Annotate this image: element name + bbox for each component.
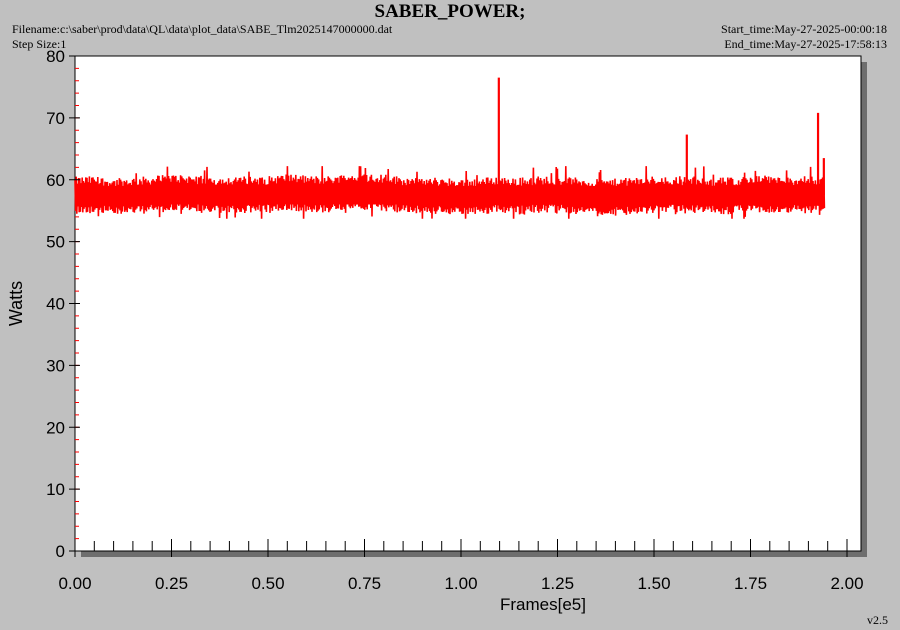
y-tick-label: 60: [46, 171, 65, 190]
start-time-label: Start_time:May-27-2025-00:00:18: [721, 22, 887, 36]
y-tick-label: 70: [46, 109, 65, 128]
series-layer: [74, 77, 826, 219]
y-tick-label: 50: [46, 233, 65, 252]
x-tick-label: 1.50: [637, 574, 670, 593]
x-tick-label: 0.50: [251, 574, 284, 593]
x-tick-label: 1.75: [734, 574, 767, 593]
version-label: v2.5: [867, 613, 888, 627]
y-tick-label: 10: [46, 480, 65, 499]
x-tick-label: 1.25: [541, 574, 574, 593]
x-tick-label: 0.25: [155, 574, 188, 593]
y-tick-label: 0: [56, 542, 65, 561]
x-tick-label: 1.00: [444, 574, 477, 593]
x-axis-label: Frames[e5]: [500, 595, 586, 614]
y-tick-label: 40: [46, 295, 65, 314]
end-time-label: End_time:May-27-2025-17:58:13: [724, 37, 887, 51]
filename-label: Filename:c:\saber\prod\data\QL\data\plot…: [12, 22, 393, 36]
y-tick-label: 80: [46, 47, 65, 66]
x-tick-label: 0.75: [348, 574, 381, 593]
step-size-label: Step Size:1: [12, 37, 67, 51]
y-tick-label: 20: [46, 418, 65, 437]
y-tick-label: 30: [46, 356, 65, 375]
x-tick-label: 0.00: [58, 574, 91, 593]
y-axis-label: Watts: [6, 281, 26, 326]
x-tick-label: 2.00: [830, 574, 863, 593]
axis-layer: 0 10 20 30 40 50 60 70 80 0.00 0.25 0.50 0.75 1.00 1.2…: [46, 47, 863, 593]
plot-area: [74, 55, 862, 552]
chart-title: SABER_POWER;: [374, 1, 526, 22]
power-series-core: [75, 185, 824, 205]
